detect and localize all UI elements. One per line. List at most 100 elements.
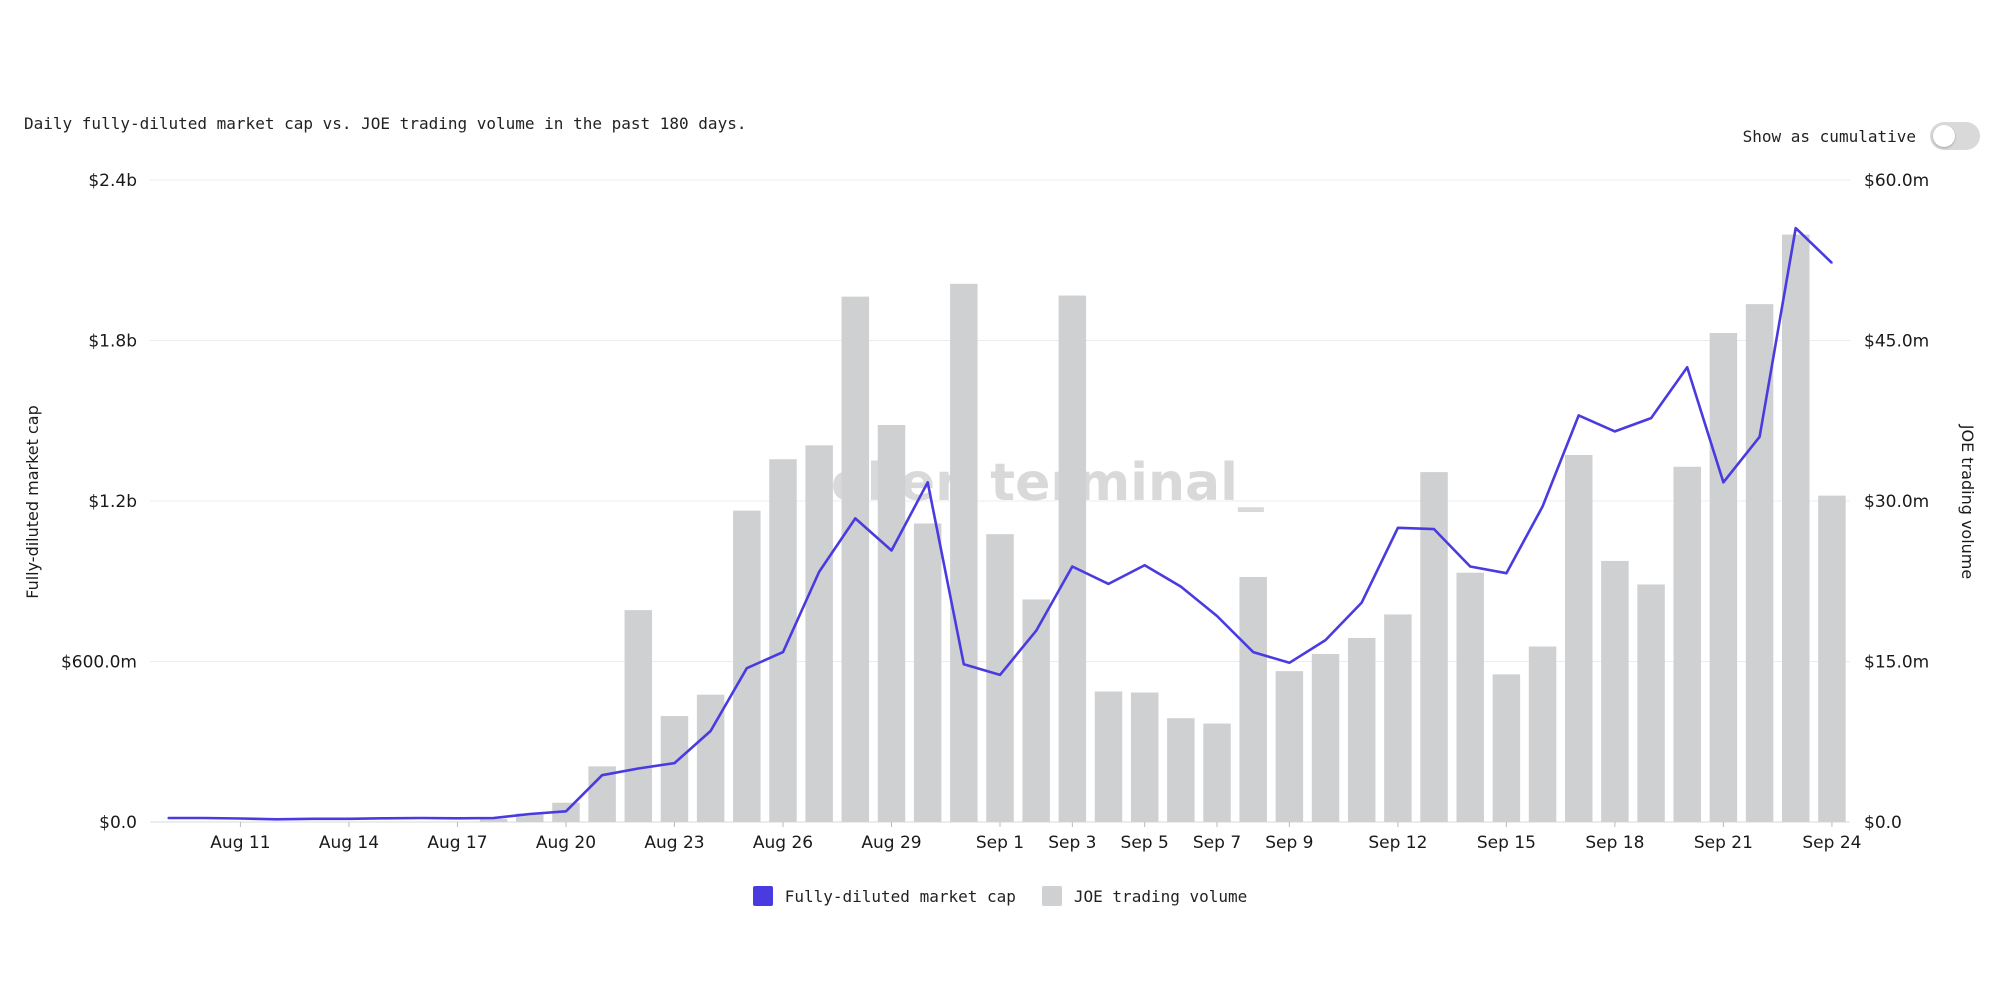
market-cap-point xyxy=(601,774,603,776)
volume-bar[interactable] xyxy=(913,523,942,822)
volume-bar[interactable] xyxy=(805,445,833,822)
market-cap-point xyxy=(239,817,242,820)
legend-swatch-volume xyxy=(1041,886,1062,906)
volume-bar[interactable] xyxy=(660,716,689,822)
volume-bars xyxy=(479,234,1846,822)
toggle-knob xyxy=(1933,125,1955,147)
market-cap-point xyxy=(1360,601,1363,604)
legend-swatch-market-cap xyxy=(752,886,773,906)
x-tick-label: Aug 26 xyxy=(753,833,813,853)
market-cap-point xyxy=(275,818,278,821)
market-cap-point xyxy=(565,810,567,813)
market-cap-point xyxy=(528,813,531,815)
volume-bar[interactable] xyxy=(877,425,906,822)
legend-label-volume: JOE trading volume xyxy=(1073,886,1248,906)
volume-bar[interactable] xyxy=(986,534,1014,822)
volume-bar[interactable] xyxy=(1420,472,1448,822)
market-cap-point xyxy=(311,817,314,820)
volume-bar[interactable] xyxy=(841,296,870,822)
market-cap-point xyxy=(420,817,423,819)
volume-bar[interactable] xyxy=(516,813,544,822)
x-tick-label: Sep 9 xyxy=(1265,833,1313,853)
market-cap-point xyxy=(1505,572,1508,575)
market-cap-point xyxy=(1433,528,1435,530)
right-tick-label: $60.0m xyxy=(1864,171,1929,191)
volume-bar[interactable] xyxy=(1167,718,1195,822)
volume-bar[interactable] xyxy=(1384,614,1412,822)
volume-bar[interactable] xyxy=(1347,637,1376,822)
volume-bar[interactable] xyxy=(1203,723,1231,822)
legend-label-market-cap: Fully-diluted market cap xyxy=(784,886,1016,906)
volume-bar[interactable] xyxy=(1239,576,1267,822)
left-tick-label: $2.4b xyxy=(88,171,137,191)
x-tick-label: Sep 24 xyxy=(1802,833,1861,853)
market-cap-point xyxy=(1831,262,1833,264)
volume-bar[interactable] xyxy=(1456,572,1484,822)
market-cap-point xyxy=(1143,564,1146,566)
market-cap-point xyxy=(348,817,350,820)
market-cap-point xyxy=(854,517,857,520)
left-axis-label: Fully-diluted market cap xyxy=(23,405,42,599)
left-tick-label: $0.0 xyxy=(99,813,137,833)
volume-bar[interactable] xyxy=(1637,584,1665,822)
market-cap-point xyxy=(890,549,893,552)
volume-bar[interactable] xyxy=(1022,599,1050,822)
volume-bar[interactable] xyxy=(1311,654,1340,822)
market-cap-point xyxy=(203,817,206,819)
x-tick-label: Sep 3 xyxy=(1048,833,1096,853)
legend-item-market-cap[interactable]: Fully-diluted market cap xyxy=(752,886,1016,906)
market-cap-point xyxy=(1541,505,1544,508)
volume-bar[interactable] xyxy=(479,818,508,822)
left-tick-label: $1.2b xyxy=(88,492,137,512)
right-tick-label: $0.0 xyxy=(1864,813,1902,833)
x-tick-label: Aug 23 xyxy=(644,833,704,853)
market-cap-point xyxy=(1107,583,1110,585)
left-tick-label: $1.8b xyxy=(88,332,137,352)
volume-bar[interactable] xyxy=(1094,691,1123,822)
cumulative-toggle[interactable] xyxy=(1930,122,1980,150)
market-cap-point xyxy=(1288,662,1291,664)
market-cap-point xyxy=(1650,417,1652,419)
volume-bar[interactable] xyxy=(1130,692,1159,822)
volume-bar[interactable] xyxy=(1564,454,1593,822)
market-cap-point xyxy=(1794,227,1797,229)
market-cap-point xyxy=(709,730,712,732)
x-tick-label: Aug 29 xyxy=(861,833,921,853)
watermark: token terminal_ xyxy=(806,453,1264,513)
volume-bar[interactable] xyxy=(733,510,761,822)
x-tick-label: Aug 11 xyxy=(210,833,270,853)
market-cap-point xyxy=(1180,585,1182,588)
volume-bar[interactable] xyxy=(769,459,797,822)
volume-bar[interactable] xyxy=(1782,234,1810,822)
x-tick-label: Sep 7 xyxy=(1193,833,1241,853)
market-cap-point xyxy=(1216,615,1218,617)
volume-bar[interactable] xyxy=(624,610,653,822)
x-tick-label: Sep 18 xyxy=(1585,833,1644,853)
market-cap-point xyxy=(167,817,169,819)
volume-bar[interactable] xyxy=(1058,295,1087,822)
volume-bar[interactable] xyxy=(1818,495,1846,822)
market-cap-point xyxy=(1577,414,1580,417)
x-axis-ticks: Aug 11 Aug 14 Aug 17 Aug 20 Aug 23 Aug 26 Aug … xyxy=(210,822,1861,853)
x-tick-label: Sep 1 xyxy=(976,833,1024,853)
volume-bar[interactable] xyxy=(1528,646,1557,822)
volume-bar[interactable] xyxy=(1709,333,1738,822)
market-cap-point xyxy=(963,663,965,665)
x-tick-label: Aug 20 xyxy=(536,833,596,853)
right-tick-label: $15.0m xyxy=(1864,653,1929,673)
volume-bar[interactable] xyxy=(1673,466,1701,822)
left-axis-ticks: $0.0 $600.0m $1.2b $1.8b $2.4b xyxy=(61,171,137,833)
volume-bar[interactable] xyxy=(950,283,978,822)
legend-item-volume[interactable]: JOE trading volume xyxy=(1041,886,1248,906)
market-cap-point xyxy=(673,762,676,764)
x-tick-label: Sep 15 xyxy=(1477,833,1536,853)
chart-subtitle: Daily fully-diluted market cap vs. JOE t… xyxy=(24,114,747,133)
market-cap-point xyxy=(1035,629,1037,632)
legend: Fully-diluted market cap JOE trading vol… xyxy=(0,886,2000,906)
volume-bar[interactable] xyxy=(1275,671,1304,822)
volume-bar[interactable] xyxy=(1601,560,1629,822)
volume-bar[interactable] xyxy=(1492,674,1521,822)
market-cap-line-layer xyxy=(167,226,1833,821)
market-cap-point xyxy=(456,817,459,820)
